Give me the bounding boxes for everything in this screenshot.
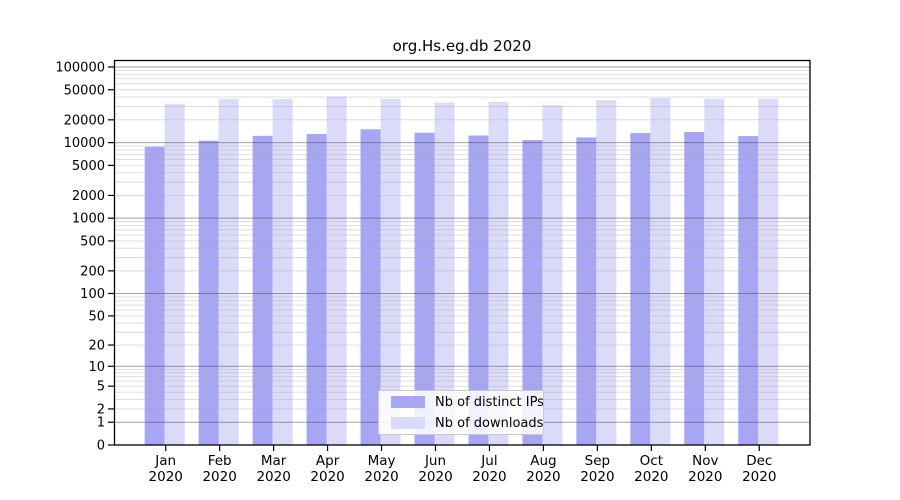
bar-downloads-aug xyxy=(542,105,563,446)
x-tick-label-month: Jul xyxy=(480,453,497,469)
bar-downloads-jul xyxy=(488,101,509,445)
y-tick-label: 100 xyxy=(80,287,105,302)
x-tick-label-year: 2020 xyxy=(580,469,614,485)
bar-downloads-nov xyxy=(704,98,725,445)
x-tick-label-year: 2020 xyxy=(526,469,560,485)
x-tick-label-month: May xyxy=(368,453,396,469)
y-tick-label: 1000 xyxy=(72,212,105,227)
bar-distinct-ips-nov xyxy=(684,132,705,445)
bar-distinct-ips-jun xyxy=(414,132,435,446)
x-tick-label-year: 2020 xyxy=(364,469,398,485)
bar-distinct-ips-aug xyxy=(522,140,543,445)
bar-downloads-may xyxy=(380,98,401,446)
bar-distinct-ips-feb xyxy=(198,140,219,445)
x-tick-label-year: 2020 xyxy=(688,469,722,485)
y-tick-label: 50000 xyxy=(64,83,105,98)
x-tick-label-year: 2020 xyxy=(634,469,668,485)
x-tick-label-month: Apr xyxy=(316,453,340,469)
x-tick-label-year: 2020 xyxy=(310,469,344,485)
y-tick-label: 10000 xyxy=(64,136,105,151)
x-tick-label-month: Nov xyxy=(692,453,718,469)
bar-distinct-ips-sep xyxy=(576,137,597,446)
y-tick-label: 20 xyxy=(88,339,105,354)
bar-distinct-ips-oct xyxy=(630,132,651,445)
bar-downloads-jun xyxy=(434,102,455,445)
bar-distinct-ips-mar xyxy=(252,135,273,445)
y-tick-label: 0 xyxy=(97,439,105,454)
bar-downloads-oct xyxy=(650,97,671,445)
y-tick-label: 100000 xyxy=(55,60,105,75)
bar-downloads-mar xyxy=(272,99,293,445)
y-tick-label: 500 xyxy=(80,234,105,249)
legend: Nb of distinct IPs Nb of downloads xyxy=(378,390,544,435)
y-tick-label: 2 xyxy=(97,402,105,417)
x-tick-label-month: Dec xyxy=(746,453,772,469)
x-tick-label-year: 2020 xyxy=(256,469,290,485)
x-tick-label-year: 2020 xyxy=(472,469,506,485)
y-tick-label: 200 xyxy=(80,264,105,279)
y-tick-label: 1 xyxy=(97,416,105,431)
y-tick-label: 20000 xyxy=(64,113,105,128)
legend-item-downloads: Nb of downloads xyxy=(379,413,543,433)
legend-item-distinct-ips: Nb of distinct IPs xyxy=(379,392,544,412)
y-tick-label: 10 xyxy=(88,360,105,375)
x-tick-label-month: Jan xyxy=(154,453,176,469)
x-tick-label-month: Oct xyxy=(640,453,663,469)
bar-downloads-dec xyxy=(758,98,779,445)
bar-downloads-sep xyxy=(596,100,617,445)
x-tick-label-month: Jun xyxy=(424,453,446,469)
y-tick-label: 2000 xyxy=(72,189,105,204)
x-tick-label-month: Sep xyxy=(585,453,610,469)
legend-swatch-distinct-ips xyxy=(391,396,425,408)
bar-downloads-feb xyxy=(218,99,239,446)
y-tick-label: 50 xyxy=(88,309,105,324)
bar-distinct-ips-jan xyxy=(144,146,165,445)
x-tick-label-month: Mar xyxy=(261,453,287,469)
x-tick-label-year: 2020 xyxy=(149,469,183,485)
y-tick-label: 5 xyxy=(97,380,105,395)
x-tick-label-year: 2020 xyxy=(742,469,776,485)
legend-label-distinct-ips: Nb of distinct IPs xyxy=(435,394,544,410)
x-tick-label-year: 2020 xyxy=(418,469,452,485)
bar-downloads-jan xyxy=(164,104,185,446)
bar-distinct-ips-apr xyxy=(306,133,327,446)
plot-border xyxy=(113,59,811,446)
x-tick-label-year: 2020 xyxy=(202,469,236,485)
legend-label-downloads: Nb of downloads xyxy=(435,415,544,431)
x-tick-label-month: Aug xyxy=(530,453,556,469)
bar-distinct-ips-jul xyxy=(468,135,489,445)
bar-downloads-apr xyxy=(326,96,347,445)
y-tick-label: 5000 xyxy=(72,159,105,174)
legend-swatch-downloads xyxy=(391,417,425,429)
chart-title: org.Hs.eg.db 2020 xyxy=(392,37,532,55)
bar-distinct-ips-dec xyxy=(738,136,759,445)
x-tick-label-month: Feb xyxy=(208,453,232,469)
